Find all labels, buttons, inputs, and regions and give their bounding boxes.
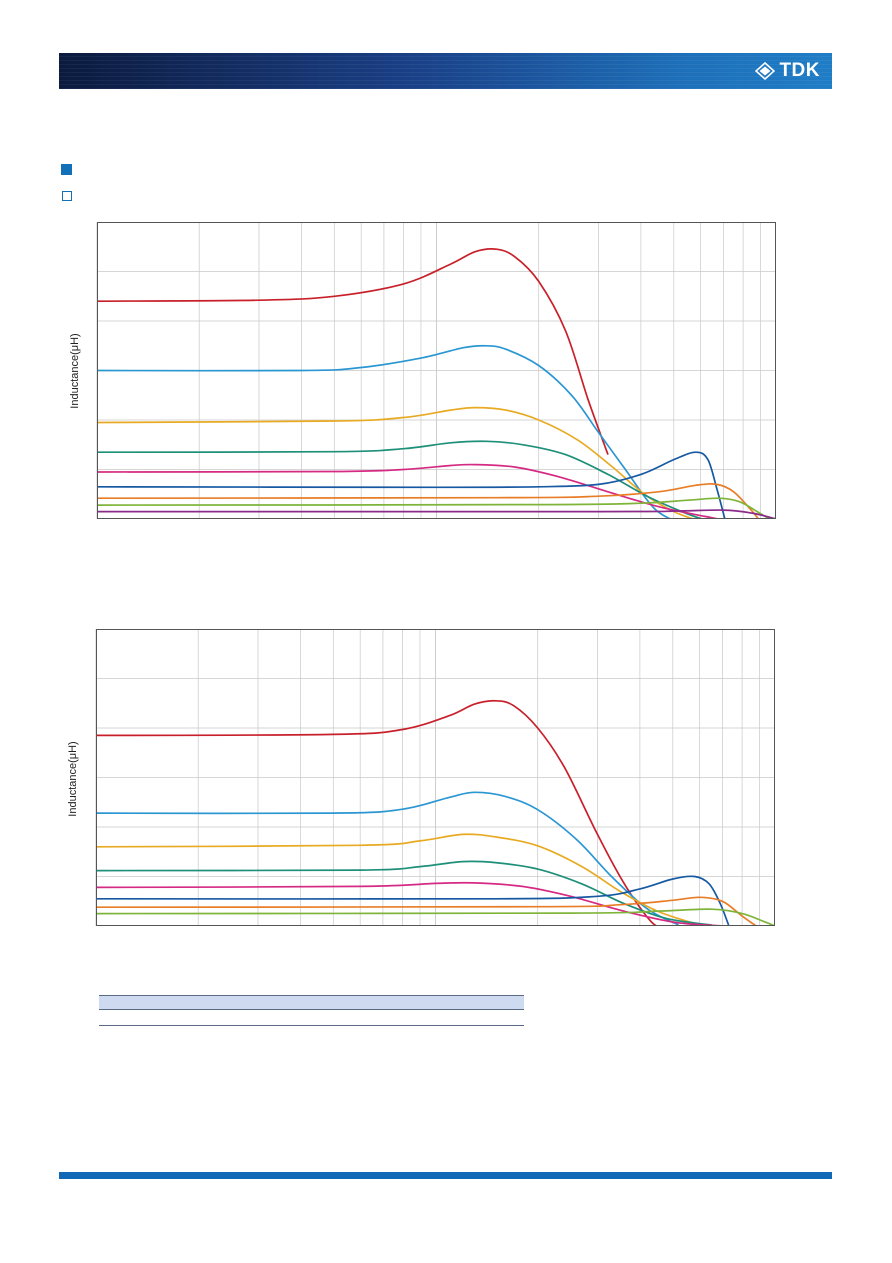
series-line-4 xyxy=(96,860,712,926)
section-bullet-filled-icon xyxy=(61,164,72,175)
series-line-1 xyxy=(96,699,659,926)
section-bullet-hollow-icon xyxy=(62,191,72,201)
series-line-2 xyxy=(97,344,673,519)
plot-frame xyxy=(96,629,775,926)
chart-2 xyxy=(95,629,775,926)
header-band: TDK xyxy=(59,53,832,89)
chart-1 xyxy=(96,222,776,519)
series-line-1 xyxy=(97,248,609,455)
footer-bar xyxy=(59,1172,832,1179)
chart-2-ylabel: Inductance(μH) xyxy=(67,741,79,817)
table-header-row xyxy=(99,995,524,1009)
series-line-4 xyxy=(97,440,705,519)
series-line-9 xyxy=(97,509,776,519)
chart-2-grid xyxy=(95,629,775,926)
series-line-8 xyxy=(97,497,771,519)
table-row xyxy=(99,1009,524,1026)
series-line-7 xyxy=(96,896,757,926)
header-texture xyxy=(59,53,832,89)
plot-frame xyxy=(97,222,776,519)
series-line-8 xyxy=(96,908,775,926)
chart-1-series-group xyxy=(97,248,776,519)
tdk-logo-icon xyxy=(755,62,776,80)
series-line-5 xyxy=(97,463,723,519)
series-line-7 xyxy=(97,483,760,519)
series-line-3 xyxy=(96,833,700,926)
series-line-6 xyxy=(97,451,726,519)
chart-2-series-group xyxy=(96,699,775,926)
tdk-logo: TDK xyxy=(755,60,820,81)
logo-text: TDK xyxy=(779,60,820,81)
series-line-2 xyxy=(96,791,679,926)
series-line-5 xyxy=(96,881,723,926)
chart-1-plot xyxy=(96,222,776,519)
series-line-6 xyxy=(96,875,730,926)
chart-2-plot xyxy=(95,629,775,926)
chart-1-ylabel: Inductance(μH) xyxy=(69,333,81,409)
